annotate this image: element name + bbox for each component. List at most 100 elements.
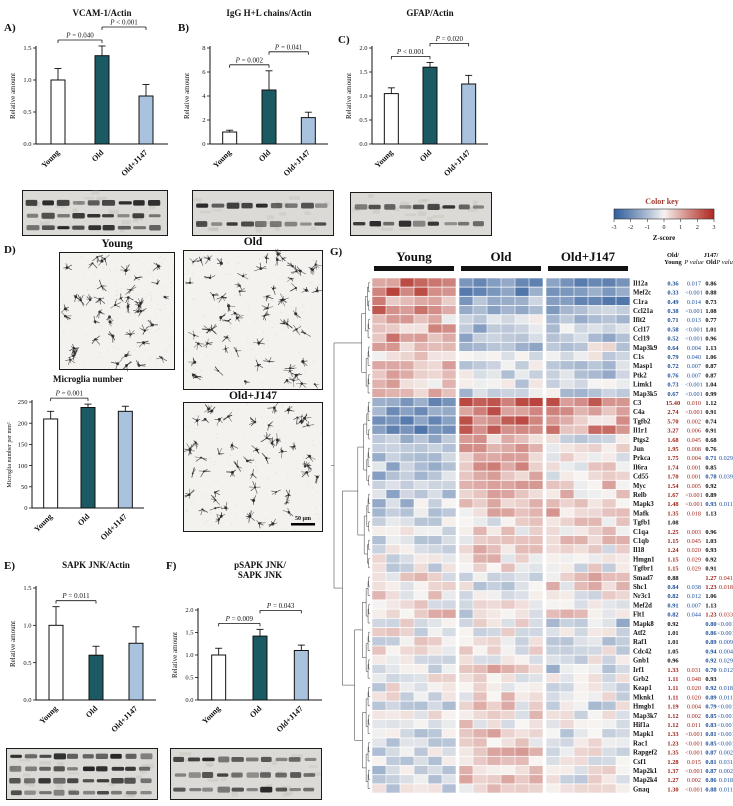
svg-text:Ccl17: Ccl17 xyxy=(633,326,650,333)
svg-text:Relative amount: Relative amount xyxy=(183,73,191,119)
svg-text:1.15: 1.15 xyxy=(667,566,678,573)
svg-text:Old: Old xyxy=(84,704,100,720)
svg-text:J147/: J147/ xyxy=(704,252,719,259)
svg-text:P = 0.009: P = 0.009 xyxy=(225,615,254,623)
svg-text:1.11: 1.11 xyxy=(668,676,679,683)
svg-text:1.24: 1.24 xyxy=(667,547,679,554)
svg-text:<0.001: <0.001 xyxy=(717,722,733,729)
svg-text:Ccl21a: Ccl21a xyxy=(633,308,654,315)
svg-text:Hif1a: Hif1a xyxy=(633,722,650,729)
svg-text:0.011: 0.011 xyxy=(719,786,733,793)
svg-text:1.12: 1.12 xyxy=(667,722,678,729)
svg-text:Old: Old xyxy=(248,704,264,720)
svg-text:C1qa: C1qa xyxy=(633,529,649,536)
svg-text:0.67: 0.67 xyxy=(667,391,679,398)
svg-text:<0.001: <0.001 xyxy=(685,409,702,416)
svg-text:1.23: 1.23 xyxy=(705,612,716,619)
svg-text:Ifit2: Ifit2 xyxy=(633,317,646,324)
svg-text:Map2k1: Map2k1 xyxy=(633,768,658,775)
svg-text:1.5: 1.5 xyxy=(359,69,367,76)
western-blot-psapk xyxy=(170,748,322,800)
svg-text:0.89: 0.89 xyxy=(705,492,716,499)
svg-text:Old+J147: Old+J147 xyxy=(275,704,305,734)
svg-text:1.5: 1.5 xyxy=(185,630,193,637)
svg-text:pSAPK JNK/: pSAPK JNK/ xyxy=(234,560,286,570)
svg-text:2.0: 2.0 xyxy=(359,45,367,52)
svg-text:<0.001: <0.001 xyxy=(685,308,702,315)
svg-text:0.77: 0.77 xyxy=(705,317,717,324)
svg-text:Old+J147: Old+J147 xyxy=(442,148,472,178)
svg-text:1.30: 1.30 xyxy=(667,786,678,793)
gfap-actin-bar-chart: GFAP/Actin 0.0 0.5 1.0 1.5 2.0 Relative amount… xyxy=(345,8,488,178)
svg-text:0.009: 0.009 xyxy=(719,639,733,646)
svg-text:Jun: Jun xyxy=(633,446,644,453)
svg-text:Young: Young xyxy=(38,704,60,726)
svg-text:0.002: 0.002 xyxy=(719,768,733,775)
svg-text:0.003: 0.003 xyxy=(687,529,701,536)
svg-text:Il1r1: Il1r1 xyxy=(633,428,648,435)
svg-text:Gnb1: Gnb1 xyxy=(633,658,650,665)
panel-label-g: G) xyxy=(330,246,343,258)
svg-text:0.002: 0.002 xyxy=(719,750,733,757)
svg-text:0.94: 0.94 xyxy=(705,648,717,655)
microglia-number-bar-chart: Microglia number 0 50 100 150 200 250 Microglia… xyxy=(7,374,144,542)
svg-text:0.88: 0.88 xyxy=(705,786,716,793)
svg-text:Young: Young xyxy=(373,148,395,170)
svg-text:0.93: 0.93 xyxy=(705,676,716,683)
svg-text:0.87: 0.87 xyxy=(705,750,717,757)
svg-text:Relative amount: Relative amount xyxy=(345,73,353,119)
svg-text:1.27: 1.27 xyxy=(705,575,717,582)
svg-text:0.045: 0.045 xyxy=(687,437,701,444)
svg-text:P < 0.001: P < 0.001 xyxy=(396,48,425,56)
svg-text:0.039: 0.039 xyxy=(719,474,733,481)
svg-text:1.01: 1.01 xyxy=(667,630,678,637)
svg-text:0.91: 0.91 xyxy=(705,566,716,573)
svg-text:1.05: 1.05 xyxy=(667,648,678,655)
svg-text:0.85: 0.85 xyxy=(705,740,716,747)
svg-text:0.004: 0.004 xyxy=(687,704,701,711)
svg-text:0.5: 0.5 xyxy=(23,109,31,116)
svg-text:1.08: 1.08 xyxy=(667,520,678,527)
svg-text:<0.001: <0.001 xyxy=(685,740,702,747)
svg-text:Csf1: Csf1 xyxy=(633,759,647,766)
svg-text:P = 0.040: P = 0.040 xyxy=(65,32,94,40)
svg-text:2: 2 xyxy=(202,117,205,124)
svg-text:0.85: 0.85 xyxy=(705,713,716,720)
svg-text:0.004: 0.004 xyxy=(687,345,701,352)
svg-text:1.70: 1.70 xyxy=(667,474,678,481)
svg-text:50: 50 xyxy=(21,484,28,491)
svg-text:0.74: 0.74 xyxy=(705,418,717,425)
svg-text:250: 250 xyxy=(18,399,28,406)
svg-text:0.79: 0.79 xyxy=(667,354,678,361)
svg-text:P < 0.001: P < 0.001 xyxy=(109,19,138,27)
svg-text:1.06: 1.06 xyxy=(705,354,717,361)
svg-text:0.73: 0.73 xyxy=(667,382,678,389)
svg-text:1.48: 1.48 xyxy=(667,501,678,508)
svg-text:0.38: 0.38 xyxy=(667,308,678,315)
svg-text:Masp1: Masp1 xyxy=(633,363,653,370)
svg-text:Relative amount: Relative amount xyxy=(9,621,17,667)
svg-text:Young: Young xyxy=(200,704,222,726)
svg-text:50 µm: 50 µm xyxy=(295,516,311,522)
svg-text:Map3k7: Map3k7 xyxy=(633,713,658,720)
micrograph-label-old: Old xyxy=(243,236,263,248)
svg-text:1.75: 1.75 xyxy=(667,455,678,462)
svg-text:1.74: 1.74 xyxy=(667,464,679,471)
svg-text:1.0: 1.0 xyxy=(359,93,367,100)
svg-text:C4a: C4a xyxy=(633,409,645,416)
svg-text:1.15: 1.15 xyxy=(667,556,678,563)
svg-text:0.004: 0.004 xyxy=(719,648,733,655)
svg-text:C1ra: C1ra xyxy=(633,299,648,306)
svg-text:0.89: 0.89 xyxy=(705,639,716,646)
svg-text:Tgfb2: Tgfb2 xyxy=(633,418,651,425)
svg-text:0.014: 0.014 xyxy=(687,299,701,306)
svg-text:0.029: 0.029 xyxy=(687,556,701,563)
svg-text:Young: Young xyxy=(40,148,62,170)
svg-text:<0.001: <0.001 xyxy=(685,492,702,499)
svg-text:Flt1: Flt1 xyxy=(633,612,645,619)
svg-text:0.92: 0.92 xyxy=(667,621,678,628)
svg-text:<0.001: <0.001 xyxy=(685,786,702,793)
svg-text:0.87: 0.87 xyxy=(705,372,717,379)
svg-text:0.018: 0.018 xyxy=(719,685,733,692)
sapk-jnk-bar-chart: SAPK JNK/Actin 0.0 0.5 1.0 1.5 Relative amoun… xyxy=(9,560,156,734)
